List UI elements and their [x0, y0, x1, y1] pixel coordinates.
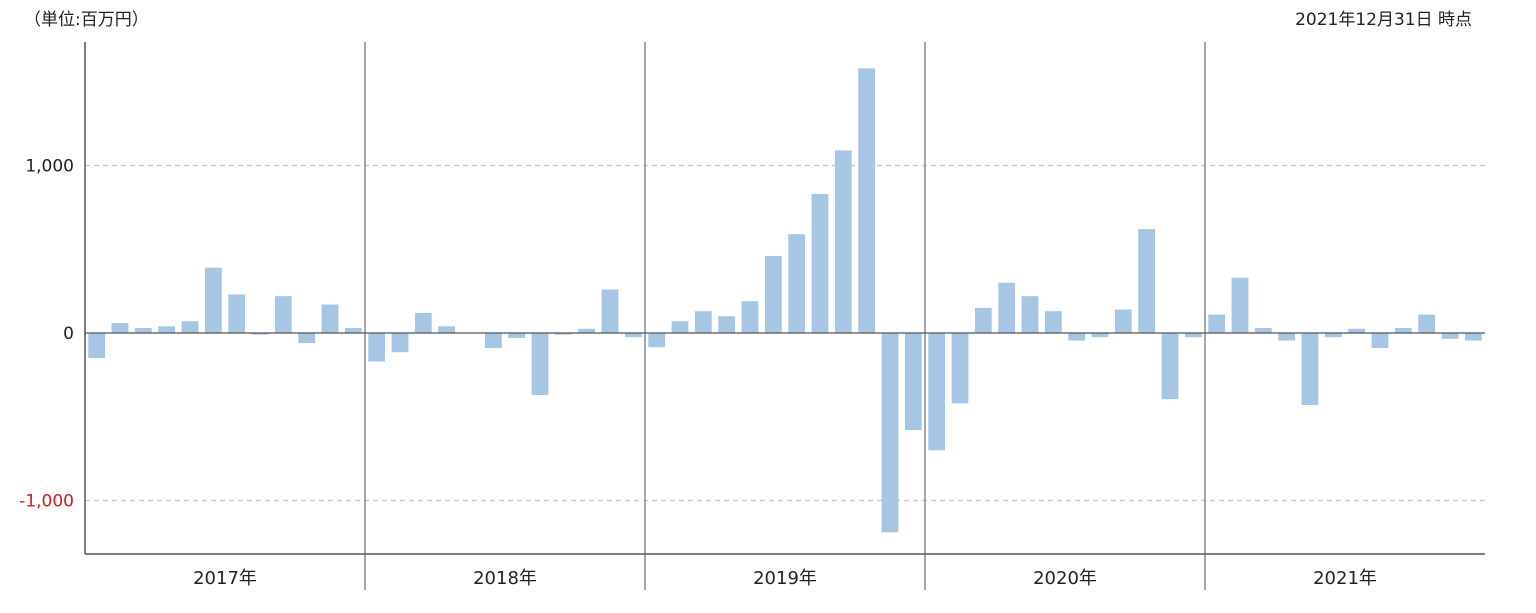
bar	[624, 333, 642, 338]
bar	[671, 321, 689, 333]
bar	[718, 316, 736, 333]
bar	[811, 193, 829, 333]
labels: 1,000 0 -1,000 2017年 2018年 2019年 2020年 2021年	[19, 157, 1377, 590]
as-of-date: 2021年12月31日 時点	[1295, 10, 1472, 30]
bar	[788, 234, 806, 333]
bar	[391, 333, 409, 353]
bar	[158, 326, 176, 333]
bar	[134, 327, 152, 333]
bar	[1114, 309, 1132, 333]
bar	[974, 307, 992, 333]
bar	[368, 333, 386, 362]
bar	[321, 304, 339, 333]
axes	[84, 42, 1485, 590]
x-group-label: 2018年	[473, 568, 537, 589]
bar	[741, 301, 759, 333]
x-group-label: 2020年	[1033, 568, 1097, 589]
bar	[1254, 327, 1272, 333]
bar	[1394, 327, 1412, 333]
bar	[1091, 333, 1109, 338]
bar	[1301, 333, 1319, 406]
bar	[928, 333, 946, 451]
bar	[764, 255, 782, 333]
bar	[1184, 333, 1202, 338]
bar	[414, 312, 432, 333]
bar	[508, 333, 526, 339]
bar	[204, 267, 222, 333]
bar	[1138, 229, 1156, 333]
bar	[484, 333, 502, 349]
bar	[554, 333, 572, 335]
bar	[601, 289, 619, 333]
bar	[344, 327, 362, 333]
bar	[1044, 311, 1062, 333]
y-tick-label: -1,000	[19, 492, 74, 512]
bar	[298, 333, 316, 344]
bar	[1371, 333, 1389, 349]
x-group-label: 2021年	[1313, 568, 1377, 589]
bar	[904, 333, 922, 431]
bar	[694, 311, 712, 333]
bar	[228, 294, 246, 333]
unit-label: （単位:百万円）	[24, 10, 149, 30]
bars	[88, 68, 1482, 533]
bar	[1021, 296, 1039, 333]
bar	[1278, 333, 1296, 341]
y-tick-label: 0	[63, 324, 74, 344]
bar	[1348, 328, 1366, 333]
bar	[648, 333, 666, 348]
bar	[111, 322, 129, 333]
y-tick-label: 1,000	[25, 157, 74, 177]
bar	[1418, 314, 1436, 333]
bar	[1208, 314, 1226, 333]
bar	[1231, 277, 1249, 333]
bar	[951, 333, 969, 404]
bar	[88, 333, 106, 359]
bar	[251, 333, 269, 335]
x-group-label: 2019年	[753, 568, 817, 589]
bar	[881, 333, 899, 533]
bar	[1161, 333, 1179, 400]
bar	[531, 333, 549, 395]
x-group-label: 2017年	[193, 568, 257, 589]
bar	[578, 328, 596, 333]
bar	[438, 326, 456, 333]
bar	[274, 296, 292, 333]
bar	[834, 150, 852, 333]
bar	[858, 68, 876, 333]
bar	[998, 282, 1016, 333]
bar	[181, 321, 199, 333]
bar	[1324, 333, 1342, 338]
bar	[1068, 333, 1086, 341]
bar	[1464, 333, 1482, 341]
bar	[1441, 333, 1459, 339]
